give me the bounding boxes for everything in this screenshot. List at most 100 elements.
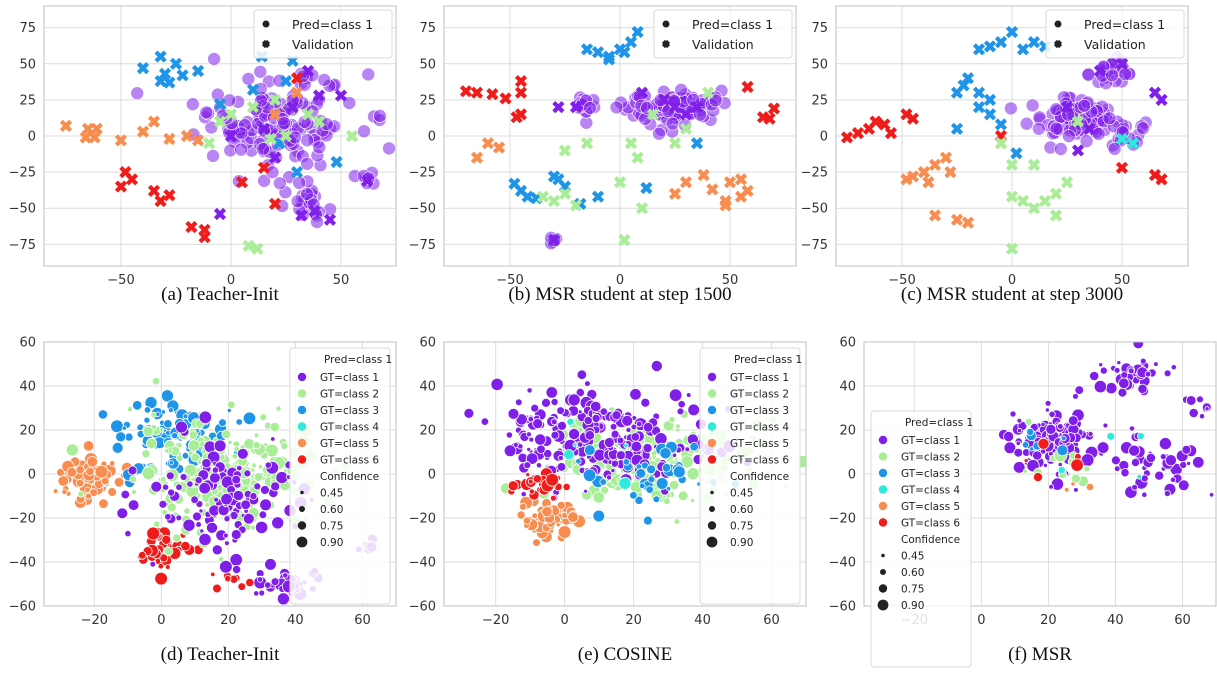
validation-point (922, 176, 935, 189)
data-point (577, 441, 584, 448)
data-point (655, 477, 669, 490)
data-point (141, 449, 151, 459)
axes-frame (835, 5, 1189, 267)
validation-point (972, 43, 986, 56)
data-point (684, 446, 691, 453)
validation-point (1027, 202, 1041, 215)
data-point (98, 498, 109, 509)
data-point (603, 437, 615, 448)
data-point (516, 510, 526, 520)
data-point (256, 142, 270, 156)
data-point (1015, 440, 1021, 446)
validation-point (734, 190, 748, 203)
data-point (1004, 101, 1018, 116)
data-point (562, 482, 571, 491)
data-point (1057, 423, 1064, 430)
data-point (195, 521, 202, 528)
validation-point (679, 108, 693, 121)
validation-point (635, 86, 649, 99)
legend-marker (707, 438, 717, 448)
data-point (175, 514, 183, 522)
data-point (151, 377, 161, 386)
data-point (172, 533, 182, 543)
data-point (661, 463, 672, 473)
y-tick-label: −40 (9, 556, 36, 571)
data-point (1070, 473, 1081, 484)
data-point (180, 540, 191, 552)
legend-box (653, 9, 793, 59)
data-point (514, 398, 523, 407)
data-point (300, 133, 314, 147)
data-point (1198, 413, 1206, 420)
data-point (668, 415, 676, 423)
legend-label: GT=class 5 (730, 438, 789, 450)
data-point (556, 462, 567, 472)
x-tick-label: −20 (482, 613, 509, 628)
data-point (550, 494, 557, 502)
data-point (606, 474, 613, 481)
y-tick-label: −75 (9, 238, 36, 253)
validation-point (459, 85, 473, 98)
data-point (689, 442, 699, 452)
x-tick-label: 20 (220, 613, 237, 628)
data-point (168, 407, 174, 414)
data-point (163, 546, 174, 557)
validation-point (679, 176, 693, 189)
data-point (1085, 482, 1095, 492)
data-point (253, 590, 260, 597)
validation-point (268, 108, 282, 121)
validation-point (114, 134, 128, 147)
points-layer (463, 359, 806, 547)
y-tick-label: −20 (409, 512, 436, 527)
data-point (224, 574, 232, 583)
data-point (1186, 460, 1192, 466)
data-point (94, 464, 109, 479)
data-point (186, 97, 200, 111)
data-point (82, 440, 95, 452)
validation-point (169, 57, 183, 70)
data-point (566, 417, 575, 426)
validation-point (510, 111, 523, 124)
validation-point (1082, 122, 1096, 135)
validation-point (301, 64, 315, 78)
data-point (143, 406, 152, 414)
data-point (373, 109, 387, 123)
data-point (677, 400, 686, 409)
data-point (623, 442, 629, 449)
validation-point (514, 75, 528, 88)
data-point (530, 403, 540, 413)
validation-point (312, 115, 326, 128)
y-tick-label: −20 (829, 512, 856, 527)
validation-point (928, 209, 942, 222)
data-point (164, 448, 170, 454)
data-point (557, 454, 564, 462)
data-point (1159, 453, 1167, 461)
data-point (1070, 458, 1084, 472)
data-point (1127, 367, 1135, 375)
data-point (1048, 410, 1056, 418)
x-tick-label: 0 (977, 613, 985, 628)
validation-point (90, 122, 103, 135)
data-point (630, 432, 641, 442)
data-point (1045, 423, 1057, 435)
data-point (1164, 454, 1177, 467)
data-point (545, 386, 559, 399)
data-point (616, 450, 626, 461)
data-point (532, 418, 544, 430)
data-point (126, 405, 134, 413)
validation-point (939, 151, 953, 164)
validation-point (767, 102, 781, 115)
validation-point (983, 93, 997, 106)
data-point (1012, 461, 1026, 474)
data-point (659, 447, 672, 460)
data-point (213, 439, 227, 453)
data-point (121, 425, 128, 431)
data-point (141, 466, 156, 481)
data-point (111, 441, 124, 454)
data-point (1107, 142, 1122, 156)
data-point (583, 415, 593, 426)
data-point (519, 502, 528, 511)
validation-point (994, 36, 1008, 49)
validation-point (950, 213, 964, 226)
